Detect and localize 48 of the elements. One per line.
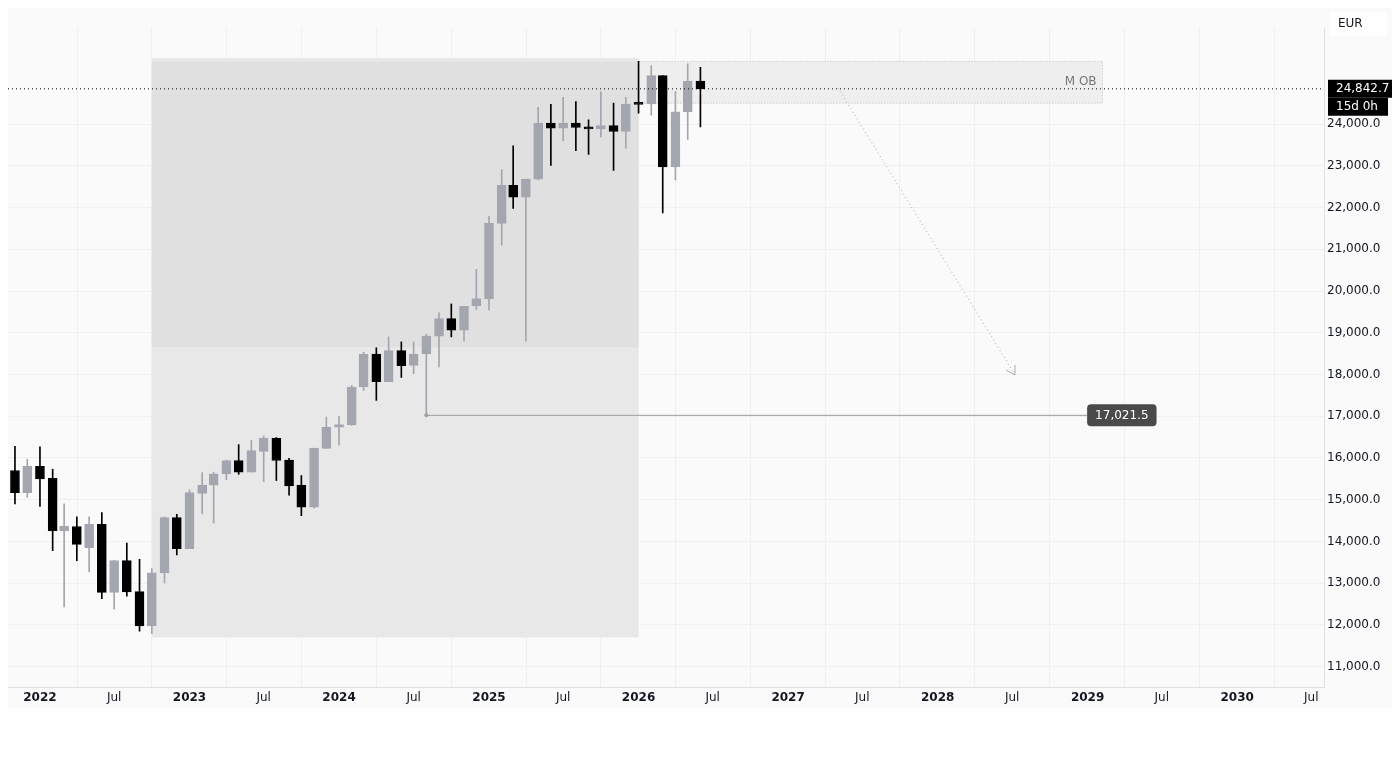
y-tick-label: 12,000.0 bbox=[1327, 617, 1381, 632]
y-tick-label: 11,000.0 bbox=[1327, 658, 1381, 673]
candlestick bbox=[546, 104, 556, 166]
y-tick-label: 19,000.0 bbox=[1327, 324, 1381, 339]
x-tick-label: 2029 bbox=[1070, 689, 1105, 704]
y-tick-label: 13,000.0 bbox=[1327, 575, 1381, 590]
x-tick-label: Jul bbox=[105, 689, 122, 704]
candlestick bbox=[596, 91, 606, 138]
candlestick bbox=[558, 96, 568, 142]
candlestick bbox=[35, 446, 45, 507]
x-tick-label: 2025 bbox=[472, 689, 506, 704]
text: 15d 0h bbox=[1336, 98, 1378, 113]
x-tick-label: Jul bbox=[255, 689, 271, 704]
y-tick-label: 20,000.0 bbox=[1327, 283, 1381, 298]
x-tick-label: Jul bbox=[854, 689, 870, 704]
text: EUR bbox=[1338, 16, 1363, 31]
candlestick bbox=[197, 472, 208, 515]
band-label: M OB bbox=[1064, 74, 1097, 89]
y-tick-label: 24,000.0 bbox=[1327, 116, 1381, 131]
y-tick-label: 15,000.0 bbox=[1327, 491, 1381, 506]
y-tick-label: 14,000.0 bbox=[1327, 533, 1381, 548]
y-tick-label: 18,000.0 bbox=[1327, 366, 1381, 381]
x-tick-label: 2024 bbox=[322, 689, 356, 704]
ref-line-label: 17,021.5 bbox=[1095, 408, 1149, 423]
x-tick-label: 2030 bbox=[1220, 689, 1254, 704]
candlestick bbox=[471, 268, 482, 310]
x-tick-label: 2023 bbox=[172, 689, 207, 704]
x-tick-label: Jul bbox=[1003, 689, 1020, 704]
x-tick-label: Jul bbox=[1303, 689, 1319, 704]
y-tick-label: 16,000.0 bbox=[1327, 450, 1381, 465]
x-tick-label: 2022 bbox=[23, 689, 57, 704]
ref-line-label: 24,842.7 bbox=[1336, 80, 1390, 95]
x-tick-label: 2026 bbox=[621, 689, 656, 704]
x-tick-label: Jul bbox=[554, 689, 571, 704]
y-tick-label: 17,000.0 bbox=[1327, 408, 1381, 423]
candlestick bbox=[208, 471, 219, 524]
x-tick-label: Jul bbox=[405, 689, 421, 704]
y-tick-label: 21,000.0 bbox=[1327, 241, 1381, 256]
y-tick-label: 22,000.0 bbox=[1327, 199, 1381, 214]
y-tick-label: 23,000.0 bbox=[1327, 157, 1381, 172]
x-tick-label: 2027 bbox=[771, 689, 805, 704]
x-tick-label: Jul bbox=[1153, 689, 1169, 704]
x-tick-label: Jul bbox=[704, 689, 720, 704]
candlestick bbox=[59, 503, 69, 608]
candlestick bbox=[521, 178, 531, 342]
candlestick bbox=[571, 101, 581, 152]
x-tick-label: 2028 bbox=[920, 689, 955, 704]
candlestick bbox=[508, 145, 519, 209]
